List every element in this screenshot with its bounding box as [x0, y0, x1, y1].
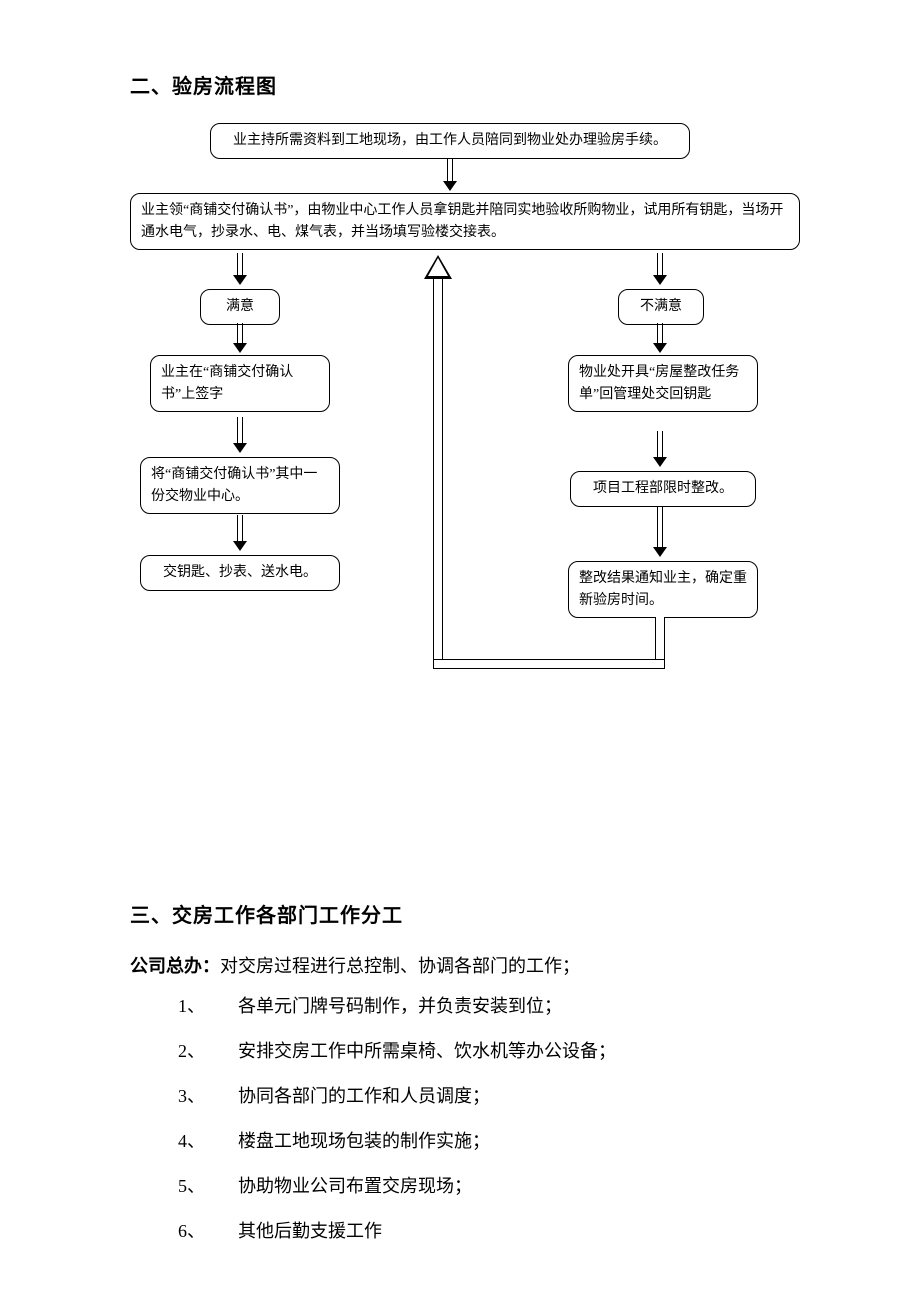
node-text: 项目工程部限时整改。	[593, 481, 733, 496]
duty-num: 6、	[178, 1209, 238, 1254]
arrow	[233, 323, 247, 353]
duty-text: 协助物业公司布置交房现场；	[238, 1176, 472, 1196]
arrow	[653, 323, 667, 353]
lead-bold: 公司总办：	[130, 956, 220, 976]
section3-title: 三、交房工作各部门工作分工	[130, 899, 800, 928]
node-unsatisfied: 不满意	[618, 289, 704, 325]
loop-across	[433, 659, 665, 669]
duty-item: 4、楼盘工地现场包装的制作实施；	[178, 1119, 800, 1164]
node-keys: 交钥匙、抄表、送水电。	[140, 555, 340, 591]
duty-item: 5、协助物业公司布置交房现场；	[178, 1164, 800, 1209]
section3-lead: 公司总办：对交房过程进行总控制、协调各部门的工作；	[130, 952, 800, 978]
flowchart: 业主持所需资料到工地现场，由工作人员陪同到物业处办理验房手续。 业主领“商铺交付…	[130, 123, 810, 863]
duties-list: 1、各单元门牌号码制作，并负责安装到位； 2、安排交房工作中所需桌椅、饮水机等办…	[130, 984, 800, 1254]
node-text: 业主持所需资料到工地现场，由工作人员陪同到物业处办理验房手续。	[233, 133, 667, 148]
duty-num: 1、	[178, 984, 238, 1029]
arrow	[443, 159, 457, 191]
node-sign: 业主在“商铺交付确认书”上签字	[150, 355, 330, 412]
duty-item: 2、安排交房工作中所需桌椅、饮水机等办公设备；	[178, 1029, 800, 1074]
node-text: 交钥匙、抄表、送水电。	[163, 565, 317, 580]
duty-item: 6、其他后勤支援工作	[178, 1209, 800, 1254]
duty-text: 楼盘工地现场包装的制作实施；	[238, 1131, 490, 1151]
arrow	[653, 253, 667, 285]
node-text: 不满意	[640, 299, 682, 314]
node-rectify: 项目工程部限时整改。	[570, 471, 756, 507]
node-accept-check: 业主领“商铺交付确认书”，由物业中心工作人员拿钥匙并陪同实地验收所购物业，试用所…	[130, 193, 800, 250]
duty-text: 各单元门牌号码制作，并负责安装到位；	[238, 996, 562, 1016]
node-text: 业主领“商铺交付确认书”，由物业中心工作人员拿钥匙并陪同实地验收所购物业，试用所…	[141, 203, 783, 240]
arrow	[653, 431, 667, 467]
node-issue-order: 物业处开具“房屋整改任务单”回管理处交回钥匙	[568, 355, 758, 412]
duty-text: 安排交房工作中所需桌椅、饮水机等办公设备；	[238, 1041, 616, 1061]
duty-num: 5、	[178, 1164, 238, 1209]
duty-item: 3、协同各部门的工作和人员调度；	[178, 1074, 800, 1119]
arrow	[653, 507, 667, 557]
node-text: 整改结果通知业主，确定重新验房时间。	[579, 571, 747, 608]
section2-title: 二、验房流程图	[130, 70, 800, 99]
node-text: 将“商铺交付确认书”其中一份交物业中心。	[151, 467, 317, 504]
arrow	[233, 253, 247, 285]
lead-rest: 对交房过程进行总控制、协调各部门的工作；	[220, 956, 580, 976]
node-text: 满意	[226, 299, 254, 314]
duty-text: 协同各部门的工作和人员调度；	[238, 1086, 490, 1106]
duty-num: 4、	[178, 1119, 238, 1164]
node-start: 业主持所需资料到工地现场，由工作人员陪同到物业处办理验房手续。	[210, 123, 690, 159]
loop-up-arrow	[424, 255, 452, 659]
arrow	[233, 417, 247, 453]
node-notify: 整改结果通知业主，确定重新验房时间。	[568, 561, 758, 618]
node-satisfied: 满意	[200, 289, 280, 325]
arrow	[233, 515, 247, 551]
node-text: 物业处开具“房屋整改任务单”回管理处交回钥匙	[579, 365, 739, 402]
loop-down	[655, 617, 665, 663]
duty-num: 3、	[178, 1074, 238, 1119]
node-submit-copy: 将“商铺交付确认书”其中一份交物业中心。	[140, 457, 340, 514]
duty-text: 其他后勤支援工作	[238, 1221, 382, 1241]
node-text: 业主在“商铺交付确认书”上签字	[161, 365, 293, 402]
duty-item: 1、各单元门牌号码制作，并负责安装到位；	[178, 984, 800, 1029]
duty-num: 2、	[178, 1029, 238, 1074]
